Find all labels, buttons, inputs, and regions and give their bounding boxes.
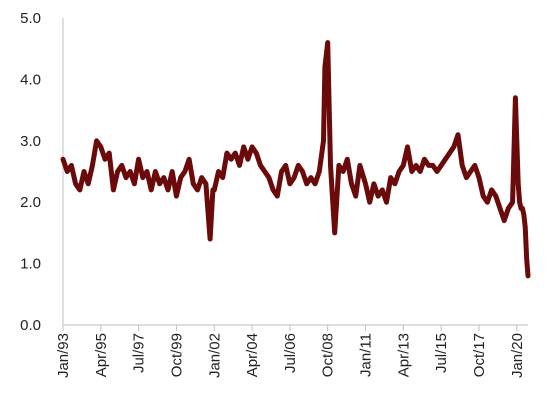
x-tick-label: Jan/02 — [206, 333, 223, 378]
x-tick-label: Jul/97 — [131, 333, 148, 373]
x-tick-label: Jan/11 — [358, 333, 375, 377]
x-tick-label: Apr/95 — [93, 333, 110, 377]
x-tick-label: Apr/04 — [244, 333, 261, 377]
x-tick-label: Oct/99 — [168, 333, 185, 377]
y-tick-label: 3.0 — [20, 133, 41, 150]
x-tick-label: Jul/06 — [282, 333, 299, 373]
y-tick-label: 5.0 — [20, 10, 41, 27]
x-tick-label: Oct/17 — [471, 333, 488, 377]
y-axis: 0.0 1.0 2.0 3.0 4.0 5.0 — [20, 10, 64, 334]
x-axis: Jan/93 Apr/95 Jul/97 Oct/99 Jan/02 Apr/04 Jul/… — [55, 324, 528, 378]
series-layer — [60, 40, 531, 279]
x-tick-label: Jan/20 — [509, 333, 526, 378]
x-tick-label: Oct/08 — [320, 333, 337, 377]
y-tick-label: 1.0 — [20, 256, 41, 273]
x-tick-label: Jul/15 — [433, 333, 450, 373]
y-tick-label: 4.0 — [20, 71, 41, 88]
x-tick-label: Apr/13 — [395, 333, 412, 377]
y-tick-label: 2.0 — [20, 194, 41, 211]
y-tick-label: 0.0 — [20, 317, 41, 334]
series-line — [60, 40, 531, 279]
x-tick-label: Jan/93 — [55, 333, 72, 378]
